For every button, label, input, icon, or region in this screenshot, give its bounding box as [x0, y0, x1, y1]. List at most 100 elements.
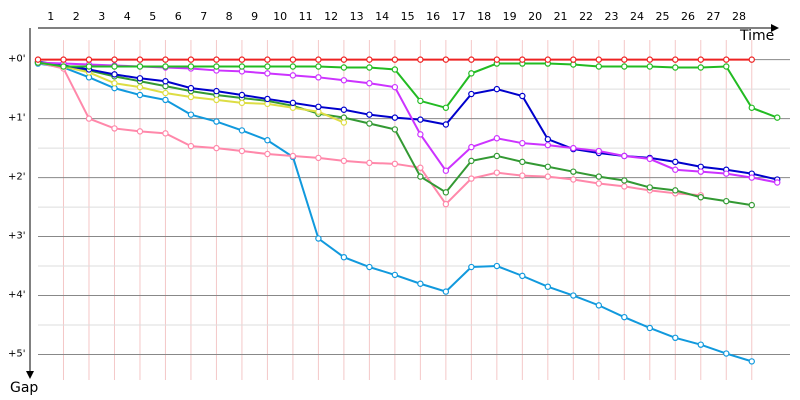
x-tick-label: 4	[124, 10, 131, 23]
data-point	[468, 70, 475, 77]
data-point	[493, 56, 501, 63]
data-point	[697, 56, 704, 63]
data-point	[646, 324, 653, 332]
data-point	[136, 75, 144, 82]
data-point	[519, 139, 526, 147]
data-point	[289, 56, 297, 63]
x-tick-label: 26	[681, 10, 695, 23]
data-point	[34, 56, 42, 63]
data-point	[111, 80, 118, 87]
data-point	[570, 168, 577, 175]
data-point	[85, 115, 93, 122]
data-point	[672, 56, 679, 63]
data-point	[162, 130, 169, 137]
data-point	[391, 66, 399, 73]
data-point	[748, 104, 755, 111]
x-tick-label: 17	[452, 10, 466, 23]
data-point	[340, 106, 348, 113]
data-point	[187, 111, 195, 118]
x-tick-label: 5	[149, 10, 156, 23]
data-point	[442, 288, 450, 295]
y-tick-label: +1'	[8, 113, 26, 124]
data-point	[544, 173, 552, 180]
data-point	[187, 84, 195, 92]
data-point	[672, 158, 679, 166]
data-point	[468, 56, 475, 63]
data-point	[264, 70, 271, 77]
data-point	[391, 83, 399, 91]
data-point	[570, 144, 577, 152]
data-point	[595, 302, 603, 309]
data-point	[213, 118, 220, 125]
data-point	[646, 184, 653, 191]
data-point	[493, 152, 501, 160]
x-tick-label: 13	[350, 10, 364, 23]
data-point	[238, 99, 246, 107]
x-tick-label: 7	[200, 10, 207, 23]
data-point	[723, 63, 730, 70]
data-point	[366, 56, 373, 63]
y-axis-label: Gap	[10, 380, 38, 396]
data-point	[238, 56, 246, 63]
data-point	[85, 56, 93, 63]
x-tick-label: 2	[73, 10, 80, 23]
data-point	[442, 200, 450, 208]
x-tick-label: 23	[605, 10, 619, 23]
data-point	[468, 143, 475, 151]
data-point	[136, 91, 144, 99]
y-tick-label: +4'	[8, 290, 26, 301]
data-point	[340, 64, 348, 71]
data-point	[570, 56, 577, 63]
data-point	[519, 56, 526, 63]
data-point	[570, 176, 577, 183]
data-point	[697, 341, 704, 348]
data-point	[366, 64, 373, 71]
data-point	[238, 147, 246, 155]
data-point	[162, 89, 169, 97]
data-point	[264, 63, 271, 70]
data-point	[289, 63, 297, 70]
x-tick-label: 16	[426, 10, 440, 23]
data-point	[417, 97, 424, 105]
data-point	[315, 235, 322, 242]
data-point	[111, 63, 118, 70]
data-point	[595, 180, 603, 187]
data-point	[468, 90, 475, 98]
data-point	[417, 56, 424, 63]
x-tick-label: 25	[656, 10, 670, 23]
x-tick-label: 9	[251, 10, 258, 23]
data-point	[315, 74, 322, 81]
x-tick-label: 21	[554, 10, 568, 23]
x-tick-label: 22	[579, 10, 593, 23]
data-point	[646, 155, 653, 163]
data-point	[774, 179, 781, 186]
data-point	[417, 116, 424, 123]
data-point	[748, 56, 755, 63]
data-point	[723, 197, 730, 205]
data-point	[646, 56, 653, 63]
data-point	[391, 114, 399, 121]
data-point	[748, 201, 755, 209]
data-point	[544, 141, 552, 149]
data-point	[723, 170, 730, 177]
data-point	[213, 96, 220, 104]
x-tick-label: 14	[375, 10, 389, 23]
data-point	[264, 150, 271, 158]
y-tick-label: +2'	[8, 172, 26, 183]
data-point	[187, 63, 195, 70]
data-point	[289, 99, 297, 107]
data-point	[264, 95, 271, 103]
x-tick-label: 27	[707, 10, 721, 23]
data-point	[366, 80, 373, 87]
x-tick-label: 12	[324, 10, 338, 23]
y-tick-label: +5'	[8, 349, 26, 360]
data-point	[315, 103, 322, 111]
data-point	[621, 63, 628, 70]
x-tick-label: 10	[273, 10, 287, 23]
data-point	[672, 64, 679, 71]
data-point	[697, 168, 704, 175]
data-point	[391, 126, 399, 133]
data-point	[672, 334, 679, 342]
data-point	[213, 87, 220, 95]
data-point	[493, 262, 501, 270]
